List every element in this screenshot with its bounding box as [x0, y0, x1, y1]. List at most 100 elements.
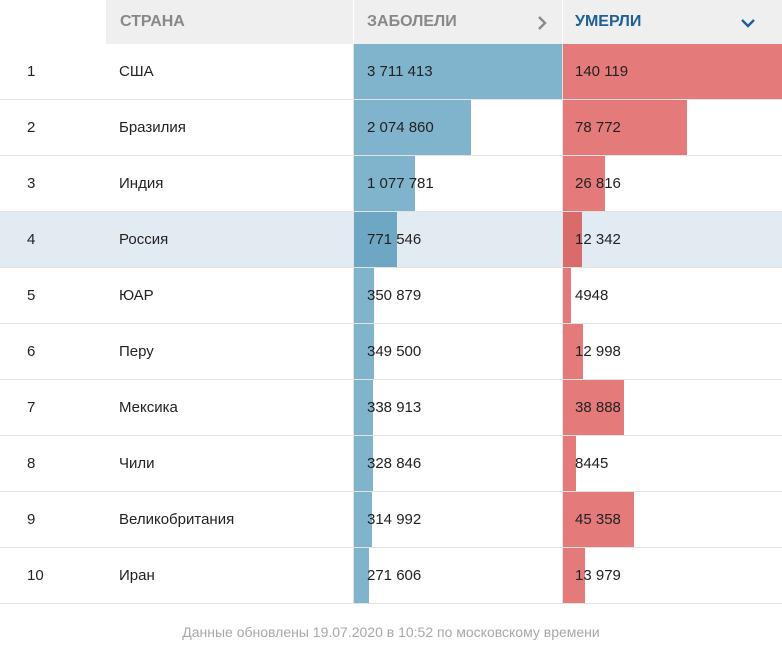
- rank-cell: 9: [27, 511, 36, 528]
- table-header: Страна Заболели Умерли: [0, 0, 782, 44]
- table-row[interactable]: 9 Великобритания 314 992 45 358: [0, 492, 782, 548]
- cases-value: 1 077 781: [367, 175, 434, 192]
- deaths-bar: [563, 436, 576, 491]
- cases-value: 771 546: [367, 231, 422, 248]
- deaths-bar: [563, 492, 634, 547]
- deaths-bar: [563, 100, 687, 155]
- deaths-bar: [563, 324, 583, 379]
- deaths-cell: 38 888: [562, 380, 782, 435]
- country-cell: Россия: [119, 231, 169, 248]
- country-cell: Мексика: [119, 399, 178, 416]
- cases-bar: [354, 212, 397, 267]
- cases-cell: 328 846: [353, 436, 562, 491]
- country-cell: США: [119, 63, 154, 80]
- table-row[interactable]: 10 Иран 271 606 13 979: [0, 548, 782, 604]
- deaths-cell: 12 998: [562, 324, 782, 379]
- deaths-value: 38 888: [575, 399, 621, 416]
- cases-bar: [354, 324, 374, 379]
- country-cell: Чили: [119, 455, 155, 472]
- cases-value: 314 992: [367, 511, 422, 528]
- rank-cell: 1: [27, 63, 36, 80]
- deaths-cell: 12 342: [562, 212, 782, 267]
- chevron-down-icon[interactable]: [740, 0, 756, 44]
- rank-cell: 3: [27, 175, 36, 192]
- country-cell: Бразилия: [119, 119, 186, 136]
- cases-bar: [354, 548, 369, 603]
- deaths-cell: 8445: [562, 436, 782, 491]
- covid-stats-table: Страна Заболели Умерли 1 США 3 711 413 140 …: [0, 0, 782, 604]
- cases-value: 350 879: [367, 287, 422, 304]
- country-header[interactable]: Страна: [105, 0, 353, 44]
- deaths-value: 12 998: [575, 343, 621, 360]
- cases-value: 349 500: [367, 343, 422, 360]
- cases-header[interactable]: Заболели: [353, 0, 562, 44]
- rank-cell: 7: [27, 399, 36, 416]
- cases-cell: 771 546: [353, 212, 562, 267]
- cases-value: 2 074 860: [367, 119, 434, 136]
- cases-cell: 1 077 781: [353, 156, 562, 211]
- cases-value: 338 913: [367, 399, 422, 416]
- deaths-bar: [563, 44, 782, 99]
- deaths-bar: [563, 268, 571, 323]
- table-row[interactable]: 5 ЮАР 350 879 4948: [0, 268, 782, 324]
- deaths-value: 45 358: [575, 511, 621, 528]
- cases-cell: 338 913: [353, 380, 562, 435]
- deaths-value: 78 772: [575, 119, 621, 136]
- cases-cell: 350 879: [353, 268, 562, 323]
- deaths-bar: [563, 380, 624, 435]
- country-cell: Перу: [119, 343, 154, 360]
- chevron-right-icon[interactable]: [536, 0, 548, 44]
- deaths-cell: 140 119: [562, 44, 782, 99]
- rank-cell: 5: [27, 287, 36, 304]
- cases-cell: 349 500: [353, 324, 562, 379]
- cases-header-label: Заболели: [367, 13, 457, 30]
- deaths-value: 13 979: [575, 567, 621, 584]
- rank-header: [0, 0, 105, 44]
- table-body: 1 США 3 711 413 140 119 2 Бразилия 2 074 860 78…: [0, 44, 782, 604]
- rank-cell: 2: [27, 119, 36, 136]
- cases-cell: 3 711 413: [353, 44, 563, 99]
- cases-value: 271 606: [367, 567, 422, 584]
- cases-value: 3 711 413: [367, 63, 433, 80]
- table-row[interactable]: 6 Перу 349 500 12 998: [0, 324, 782, 380]
- rank-cell: 10: [27, 567, 44, 584]
- country-cell: Индия: [119, 175, 164, 192]
- deaths-bar: [563, 212, 582, 267]
- cases-cell: 314 992: [353, 492, 562, 547]
- deaths-cell: 26 816: [562, 156, 782, 211]
- deaths-value: 12 342: [575, 231, 621, 248]
- deaths-cell: 45 358: [562, 492, 782, 547]
- table-row[interactable]: 2 Бразилия 2 074 860 78 772: [0, 100, 782, 156]
- cases-bar: [354, 156, 415, 211]
- deaths-value: 4948: [575, 287, 609, 304]
- table-row[interactable]: 4 Россия 771 546 12 342: [0, 212, 782, 268]
- deaths-header-label: Умерли: [575, 13, 642, 30]
- cases-bar: [354, 492, 372, 547]
- cases-bar: [354, 44, 563, 99]
- rank-cell: 8: [27, 455, 36, 472]
- cases-bar: [354, 436, 373, 491]
- deaths-header[interactable]: Умерли: [562, 0, 782, 44]
- table-row[interactable]: 3 Индия 1 077 781 26 816: [0, 156, 782, 212]
- rank-cell: 6: [27, 343, 36, 360]
- country-cell: Иран: [119, 567, 155, 584]
- update-note: Данные обновлены 19.07.2020 в 10:52 по м…: [182, 624, 600, 640]
- deaths-value: 8445: [575, 455, 609, 472]
- deaths-value: 26 816: [575, 175, 621, 192]
- cases-cell: 271 606: [353, 548, 562, 603]
- deaths-bar: [563, 548, 585, 603]
- cases-bar: [354, 100, 471, 155]
- rank-cell: 4: [27, 231, 36, 248]
- cases-value: 328 846: [367, 455, 422, 472]
- table-row[interactable]: 7 Мексика 338 913 38 888: [0, 380, 782, 436]
- cases-bar: [354, 268, 374, 323]
- table-row[interactable]: 1 США 3 711 413 140 119: [0, 44, 782, 100]
- deaths-bar: [563, 156, 605, 211]
- deaths-cell: 4948: [562, 268, 782, 323]
- table-row[interactable]: 8 Чили 328 846 8445: [0, 436, 782, 492]
- cases-cell: 2 074 860: [353, 100, 562, 155]
- cases-bar: [354, 380, 373, 435]
- country-cell: Великобритания: [119, 511, 235, 528]
- deaths-value: 140 119: [575, 63, 629, 80]
- deaths-cell: 13 979: [562, 548, 782, 603]
